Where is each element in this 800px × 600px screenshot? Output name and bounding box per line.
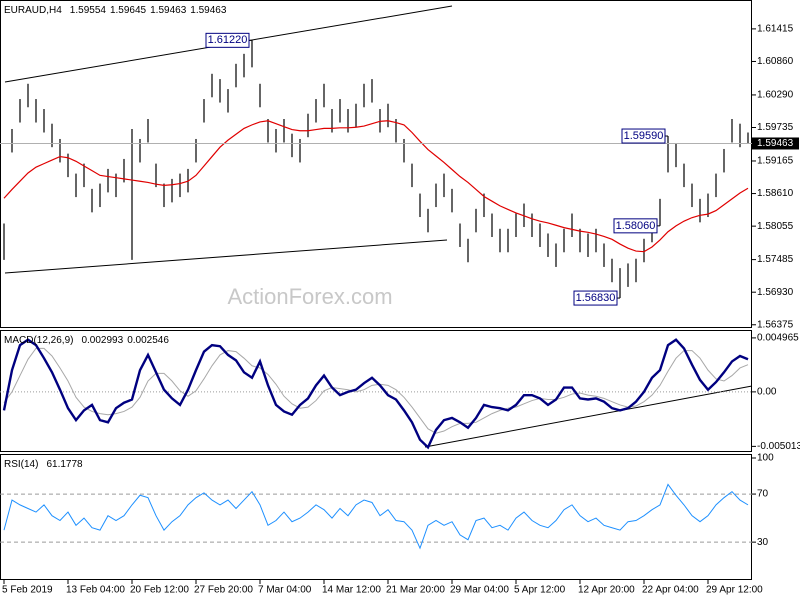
y-tick-label: 1.59165 xyxy=(757,156,794,167)
y-tick-label: 1.60290 xyxy=(757,90,794,101)
header-value: 0.002993 xyxy=(81,335,123,346)
annotation-box xyxy=(613,218,658,234)
y-tick-label: 1.60860 xyxy=(757,56,794,67)
annotation-label: 1.58060 xyxy=(616,220,656,232)
x-tick-label: 29 Apr 12:00 xyxy=(706,585,763,596)
y-tick-label: 30 xyxy=(757,537,769,548)
annotation-box xyxy=(621,128,666,144)
x-tick-label: 12 Apr 20:00 xyxy=(578,585,635,596)
panel-frame xyxy=(0,330,752,452)
annotation-label: 1.61220 xyxy=(208,34,248,46)
watermark: ActionForex.com xyxy=(227,284,392,309)
annotation-label: 1.59590 xyxy=(624,130,664,142)
y-tick-label: 1.61415 xyxy=(757,24,794,35)
x-tick-label: 13 Feb 04:00 xyxy=(66,585,125,596)
y-tick-label: 100 xyxy=(757,453,774,464)
panel-title: MACD(12,26,9) xyxy=(4,335,73,346)
annotation-label: 1.56830 xyxy=(576,292,616,304)
y-tick-label: 1.57485 xyxy=(757,254,794,265)
y-tick-label: 1.58055 xyxy=(757,221,794,232)
x-tick-label: 5 Apr 12:00 xyxy=(514,585,566,596)
annotation-box xyxy=(573,290,618,306)
y-tick-label: 1.56375 xyxy=(757,319,794,330)
x-tick-label: 21 Mar 20:00 xyxy=(386,585,445,596)
x-tick-label: 7 Mar 04:00 xyxy=(258,585,312,596)
panel-frame xyxy=(0,454,752,580)
y-tick-label: 70 xyxy=(757,489,769,500)
macd-line xyxy=(2,338,749,450)
header-value: 1.59463 xyxy=(150,5,187,16)
header-value: 61.1778 xyxy=(46,459,83,470)
panel-header: RSI(14) 61.1778 xyxy=(4,459,83,470)
panel-header: EURAUD,H4 1.59554 1.59645 1.59463 1.59463 xyxy=(4,5,227,16)
annotation-box xyxy=(205,32,250,48)
header-value: 1.59645 xyxy=(110,5,147,16)
y-tick-label: -0.005013 xyxy=(757,441,800,452)
header-value: 1.59554 xyxy=(70,5,107,16)
y-tick-label: 1.58610 xyxy=(757,188,794,199)
trend-line xyxy=(4,239,448,274)
x-tick-label: 20 Feb 12:00 xyxy=(130,585,189,596)
x-tick-label: 22 Apr 04:00 xyxy=(642,585,699,596)
panel-frame xyxy=(0,0,752,328)
header-value: 1.59463 xyxy=(190,5,227,16)
y-tick-label: 0.00 xyxy=(757,387,777,398)
x-tick-label: 14 Mar 12:00 xyxy=(322,585,381,596)
panel-title: RSI(14) xyxy=(4,459,38,470)
y-tick-label: 1.56930 xyxy=(757,287,794,298)
panel-title: EURAUD,H4 xyxy=(4,5,62,16)
signal-line xyxy=(3,347,749,434)
x-tick-label: 29 Mar 04:00 xyxy=(450,585,509,596)
last-price-label: 1.59463 xyxy=(757,138,794,149)
last-price-box xyxy=(752,137,799,150)
x-tick-label: 27 Feb 20:00 xyxy=(194,585,253,596)
trend-line xyxy=(424,385,753,448)
panel-header: MACD(12,26,9) 0.002993 0.002546 xyxy=(4,335,169,346)
y-tick-label: 1.59735 xyxy=(757,122,794,133)
header-value: 0.002546 xyxy=(127,335,169,346)
x-tick-label: 5 Feb 2019 xyxy=(2,585,53,596)
moving-average xyxy=(3,120,749,253)
y-tick-label: 0.004965 xyxy=(757,333,799,344)
rsi-line xyxy=(3,483,749,550)
